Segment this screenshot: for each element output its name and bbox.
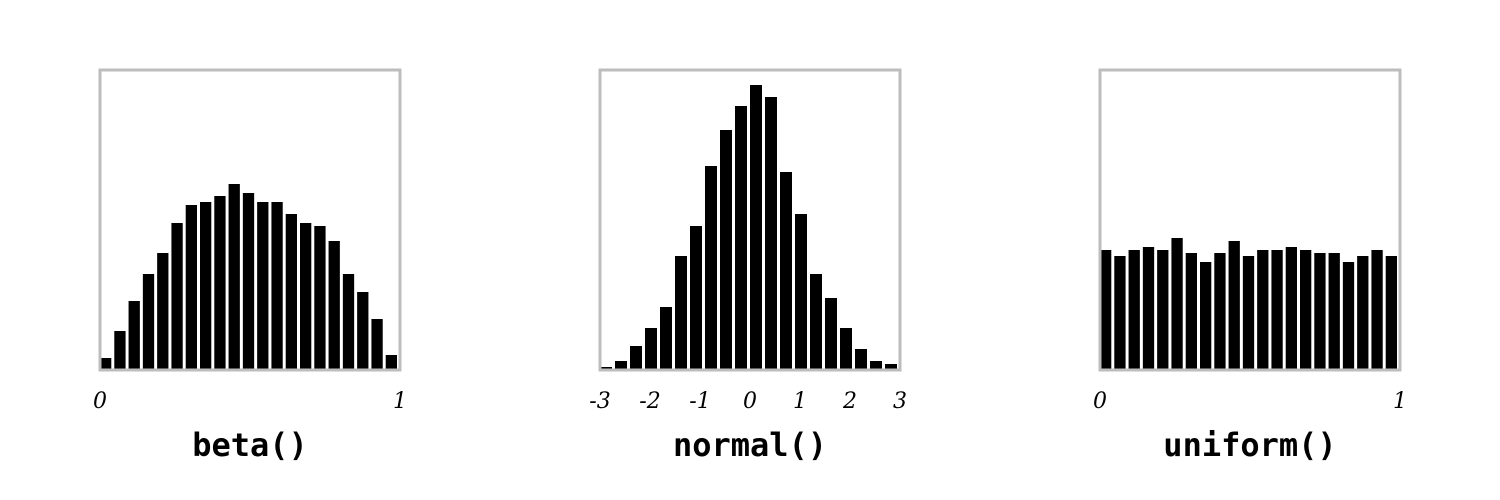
beta-bar <box>328 241 340 370</box>
normal-caption: normal() <box>673 426 827 464</box>
beta-bar <box>271 202 283 370</box>
beta-bar <box>342 274 355 370</box>
uniform-bar <box>1257 250 1269 370</box>
uniform-bar <box>1357 256 1369 370</box>
beta-bar <box>100 358 112 370</box>
normal-bar <box>720 130 732 370</box>
normal-bar <box>855 349 867 370</box>
uniform-bar <box>1385 256 1397 370</box>
uniform-bar <box>1157 250 1169 370</box>
beta-bar <box>142 274 155 370</box>
normal-bar <box>645 328 657 370</box>
normal-panel: normal() -3 -2 -1 0 1 2 3 <box>589 68 907 464</box>
beta-bar <box>285 214 297 370</box>
beta-bar <box>171 223 183 370</box>
beta-bar <box>128 301 140 370</box>
uniform-bar <box>1114 256 1126 370</box>
normal-bar <box>810 274 822 370</box>
normal-bar <box>765 97 777 370</box>
uniform-bar <box>1214 253 1226 370</box>
uniform-caption: uniform() <box>1163 426 1336 464</box>
uniform-bar <box>1100 250 1112 370</box>
normal-bar <box>705 166 717 370</box>
normal-bar <box>660 307 672 370</box>
beta-bar <box>185 205 197 370</box>
uniform-bar <box>1285 247 1297 370</box>
uniform-bar <box>1300 250 1312 370</box>
uniform-bar <box>1371 250 1383 370</box>
beta-panel: beta() 0 1 <box>93 68 407 464</box>
normal-bar <box>825 298 837 370</box>
normal-bar <box>630 346 642 370</box>
normal-x-tick-label: 0 <box>743 389 757 414</box>
beta-bar <box>242 193 255 370</box>
normal-x-tick-label: 2 <box>842 389 857 414</box>
uniform-bar <box>1314 253 1326 370</box>
beta-plot-frame <box>98 68 402 372</box>
beta-bar <box>214 196 226 370</box>
normal-x-tick-label: -3 <box>589 389 610 414</box>
uniform-x-tick-label: 0 <box>1093 389 1107 414</box>
uniform-bar <box>1271 250 1283 370</box>
uniform-bar <box>1142 247 1155 370</box>
uniform-bar <box>1171 238 1183 370</box>
uniform-bar <box>1185 253 1197 370</box>
beta-bar <box>314 226 326 370</box>
normal-plot-frame <box>598 68 902 372</box>
normal-bar <box>690 226 702 370</box>
beta-x-tick-label: 1 <box>393 389 407 414</box>
normal-x-tick-label: 3 <box>893 389 907 414</box>
uniform-x-tick-label: 1 <box>1393 389 1407 414</box>
normal-bar <box>870 361 882 370</box>
normal-bar <box>780 172 792 370</box>
normal-bar <box>675 256 687 370</box>
normal-x-tick-label: -1 <box>689 389 710 414</box>
beta-bar <box>200 202 212 370</box>
beta-bar <box>257 202 269 370</box>
beta-caption: beta() <box>192 426 308 464</box>
uniform-bar <box>1200 262 1212 370</box>
normal-bar <box>735 106 747 370</box>
uniform-bar <box>1228 241 1240 370</box>
beta-bar <box>157 253 169 370</box>
uniform-panel: uniform() 0 1 <box>1093 68 1407 464</box>
normal-bar <box>795 214 807 370</box>
uniform-bar <box>1128 250 1140 370</box>
beta-bar <box>371 319 383 370</box>
beta-bar <box>357 292 369 370</box>
normal-bar <box>750 85 762 370</box>
uniform-plot-frame <box>1098 68 1402 372</box>
normal-x-tick-label: 1 <box>793 389 807 414</box>
normal-bar <box>840 328 852 370</box>
uniform-bar <box>1328 253 1340 370</box>
normal-bar <box>885 364 897 370</box>
beta-bar <box>228 184 240 370</box>
beta-x-tick-label: 0 <box>93 389 107 414</box>
beta-bar <box>385 355 397 370</box>
uniform-bar <box>1342 262 1355 370</box>
normal-x-tick-label: -2 <box>639 389 660 414</box>
beta-bar <box>300 223 312 370</box>
normal-bar <box>615 361 627 370</box>
beta-bar <box>114 331 126 370</box>
uniform-bar <box>1242 256 1255 370</box>
